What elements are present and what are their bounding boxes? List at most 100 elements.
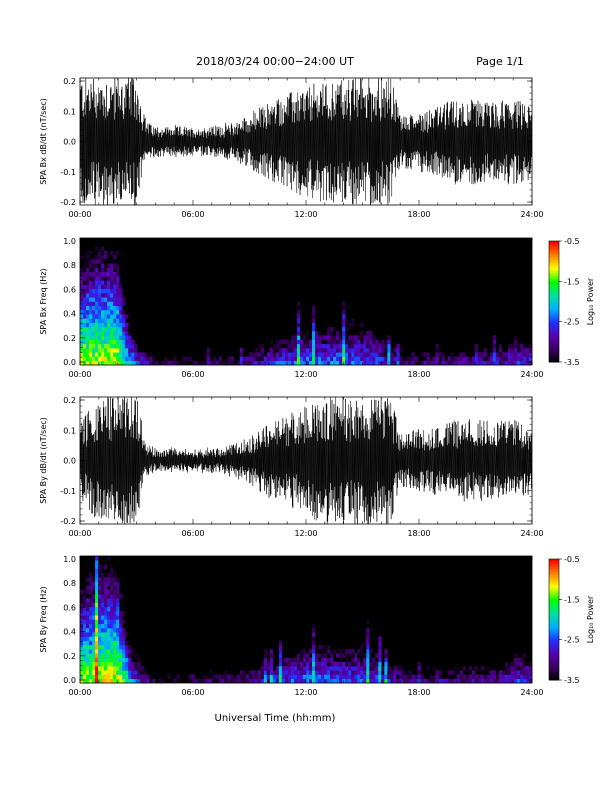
heatmap-cell [89,301,93,307]
heatmap-cell [92,627,96,633]
heatmap-cell [474,666,479,671]
heatmap-cell [83,606,87,612]
heatmap-cell [501,352,506,357]
heatmap-cell [453,666,457,671]
heatmap-cell [98,250,102,256]
heatmap-cell [89,615,93,620]
heatmap-cell [110,297,114,302]
colorbar-step [549,677,559,681]
heatmap-cell [80,280,84,285]
heatmap-cell [107,653,111,658]
heatmap-cell [366,335,370,340]
heatmap-cell [333,678,337,684]
heatmap-cell [101,606,105,612]
heatmap-cell [278,661,283,667]
heatmap-cell [342,339,346,345]
colorbar-tick-label-1-2: -2.5 [564,318,580,327]
heatmap-cell [399,674,403,680]
heatmap-cell [119,636,123,641]
heatmap-cell [315,661,319,667]
heatmap-cell [384,343,388,349]
heatmap-cell [110,309,114,315]
heatmap-cell [339,678,343,684]
heatmap-cell [363,666,367,671]
heatmap-cell [504,360,509,366]
heatmap-cell [107,666,111,671]
heatmap-cell [269,674,274,680]
heatmap-cell [315,678,319,684]
heatmap-cell [98,678,102,684]
heatmap-cell [107,305,111,311]
heatmap-cell [312,661,316,667]
heatmap-cell [98,657,102,663]
heatmap-cell [378,360,382,366]
heatmap-cell [119,309,123,315]
heatmap-cell [321,343,325,349]
heatmap-cell [522,678,527,684]
heatmap-cell [293,666,298,671]
colorbar-step [549,567,559,570]
heatmap-cell [348,348,352,353]
heatmap-cell [260,352,265,357]
heatmap-cell [98,666,102,671]
heatmap-cell [254,678,259,684]
heatmap-cell [384,657,388,663]
heatmap-cell [92,276,96,281]
heatmap-cell [125,343,129,349]
heatmap-cell [474,348,479,353]
heatmap-cell [104,636,108,641]
heatmap-cell [372,678,376,684]
heatmap-cell [116,602,120,608]
heatmap-cell [92,598,96,603]
heatmap-cell [86,276,90,281]
heatmap-cell [116,640,120,646]
heatmap-cell [426,356,430,362]
heatmap-cell [510,360,515,366]
colorbar-step [549,593,559,596]
heatmap-cell [89,318,93,323]
heatmap-cell [86,640,90,646]
colorbar-frame [548,240,560,363]
heatmap-cell [101,649,105,654]
colorbar-tick-label-1-0: -0.5 [564,237,580,246]
heatmap-cell [348,678,352,684]
heatmap-cell [89,331,93,336]
heatmap-cell [339,653,343,658]
heatmap-cell [441,356,445,362]
heatmap-cell [299,348,304,353]
heatmap-cell [110,649,114,654]
heatmap-cell [519,661,524,667]
colorbar-step [549,663,559,667]
heatmap-cell [113,636,117,641]
heatmap-cell [495,678,500,684]
heatmap-cell [209,360,213,366]
heatmap-cell [101,276,105,281]
heatmap-cell [435,674,439,680]
colorbar-step [549,573,559,576]
heatmap-cell [399,348,403,353]
heatmap-cell [113,581,117,586]
heatmap-cell [143,360,147,366]
heatmap-cell [387,335,391,340]
heatmap-cell [224,678,228,684]
heatmap-cell [393,674,397,680]
heatmap-cell [384,661,388,667]
colorbar-tick-label-3-0: -0.5 [564,555,580,564]
heatmap-cell [83,297,87,302]
colorbar-step [549,291,559,294]
heatmap-cell [107,670,111,675]
heatmap-cell [336,666,340,671]
heatmap-cell [110,577,114,582]
heatmap-cell [128,678,132,684]
heatmap-cell [269,339,274,345]
heatmap-cell [378,352,382,357]
heatmap-cell [459,670,463,675]
heatmap-cell [101,318,105,323]
heatmap-cell [339,356,343,362]
heatmap-cell [315,352,319,357]
heatmap-cell [113,657,117,663]
heatmap-cell [278,360,283,366]
heatmap-cell [324,674,328,680]
heatmap-cell [342,356,346,362]
heatmap-cell [98,564,102,569]
